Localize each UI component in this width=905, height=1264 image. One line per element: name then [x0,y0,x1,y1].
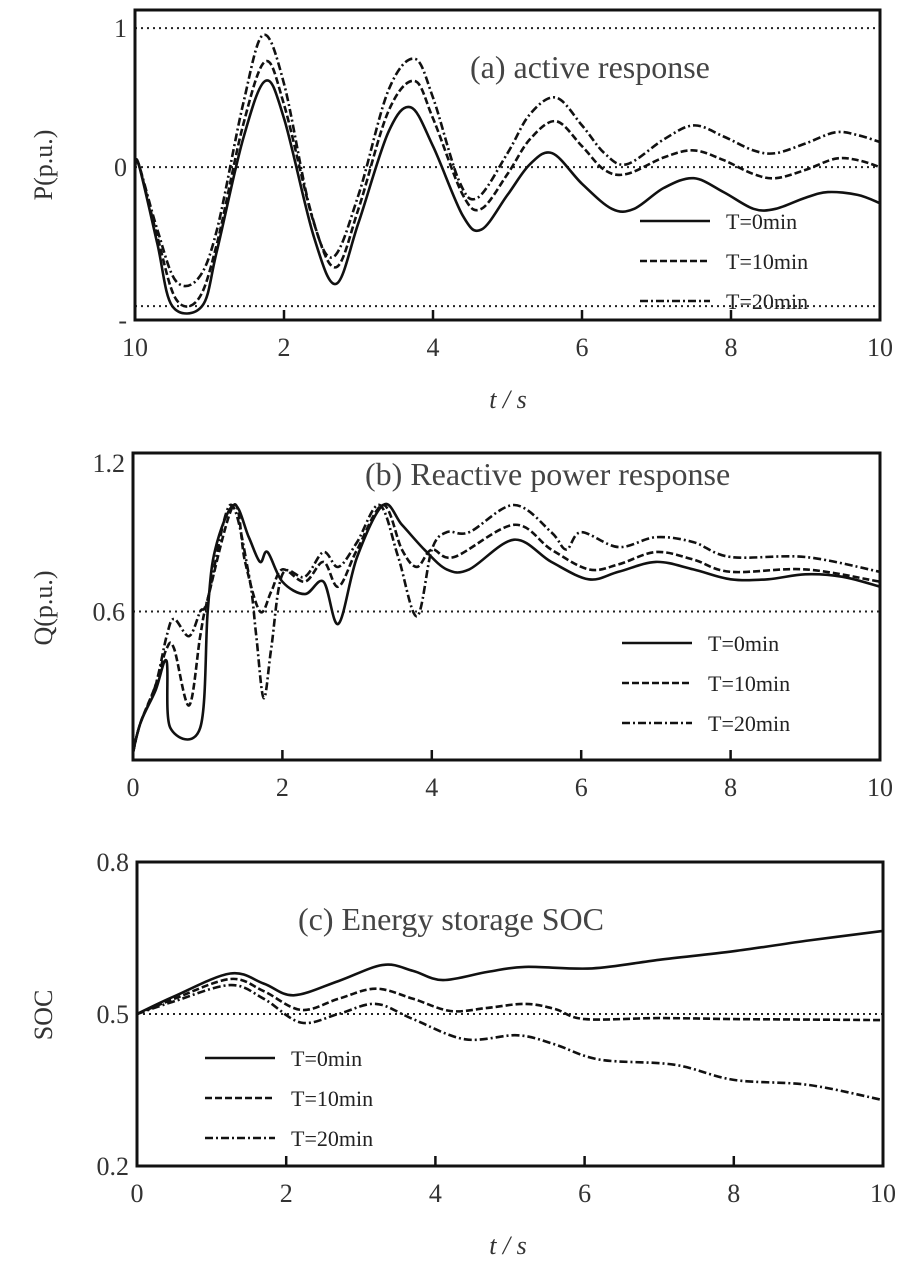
panel-b-title: (b) Reactive power response [365,456,730,492]
panel-b-ylabel: Q(p.u.) [29,570,58,645]
x-tick-label: 2 [280,1179,293,1208]
y-tick-label: 0.8 [97,848,130,877]
series-line-t-0min [135,79,880,315]
panel-a-title: (a) active response [470,49,710,85]
legend-item: T=20min [640,289,808,314]
legend-label: T=10min [708,671,790,696]
panel-a-xlabel: t / s [489,385,527,414]
series-line-t-0min [133,502,880,753]
panel-a-ylabel: P(p.u.) [29,130,58,201]
legend-label: T=10min [291,1086,373,1111]
panel-c-soc: (c) Energy storage SOC t / s SOC 0 2 4 6 8 10… [29,848,896,1260]
panel-a-active-power: (a) active response t / s P(p.u.) 10 2 4 6 8… [29,8,893,414]
legend-item: T=10min [205,1086,373,1111]
x-tick-label: 8 [725,333,738,362]
series-line-t-10min [137,977,883,1022]
legend-label: T=0min [708,631,779,656]
x-tick-label: 2 [278,333,291,362]
x-tick-label: 8 [727,1179,740,1208]
series-line-t-20min [133,503,880,753]
panel-c-title: (c) Energy storage SOC [298,901,604,937]
x-tick-label: 2 [276,773,289,802]
y-tick-label: 0.6 [93,597,126,626]
legend-label: T=20min [708,711,790,736]
series-line-t-20min [135,33,880,288]
x-tick-label: 4 [429,1179,442,1208]
series-line-t-10min [133,503,880,753]
panel-b-reactive-power: (b) Reactive power response Q(p.u.) 0 2 4 6… [29,449,893,802]
legend-item: T=0min [622,631,779,656]
x-tick-label: 6 [575,773,588,802]
y-tick-label: 0 [114,153,127,182]
x-tick-label: 6 [578,1179,591,1208]
panel-c-ylabel: SOC [29,990,58,1041]
x-tick-label: 10 [867,333,893,362]
x-tick-label: 4 [425,773,438,802]
y-tick-label: 1 [114,14,127,43]
x-tick-label: 10 [867,773,893,802]
plot-frame [135,860,885,1168]
x-tick-label: 4 [427,333,440,362]
legend-item: T=0min [205,1046,362,1071]
y-tick-label: 0.5 [97,1000,130,1029]
legend-item: T=10min [622,671,790,696]
x-tick-label: 8 [724,773,737,802]
legend-item: T=10min [640,249,808,274]
legend-label: T=20min [726,289,808,314]
legend-label: T=10min [726,249,808,274]
legend-label: T=0min [291,1046,362,1071]
x-tick-label: 0 [127,773,140,802]
plot-frame [131,451,882,762]
x-tick-label: 10 [122,333,148,362]
legend-item: T=20min [205,1126,373,1151]
series-line-t-10min [135,59,880,308]
panel-c-xlabel: t / s [489,1231,527,1260]
x-tick-label: 0 [131,1179,144,1208]
series-line-t-20min [137,983,883,1102]
y-tick-label: 0.2 [97,1152,130,1181]
y-tick-label: - [118,306,127,335]
series-line-t-0min [137,929,883,1016]
legend-item: T=0min [640,209,797,234]
plot-frame [133,8,882,322]
x-tick-label: 6 [576,333,589,362]
y-tick-label: 1.2 [93,449,126,478]
legend-item: T=20min [622,711,790,736]
x-tick-label: 10 [870,1179,896,1208]
legend-label: T=0min [726,209,797,234]
legend-label: T=20min [291,1126,373,1151]
